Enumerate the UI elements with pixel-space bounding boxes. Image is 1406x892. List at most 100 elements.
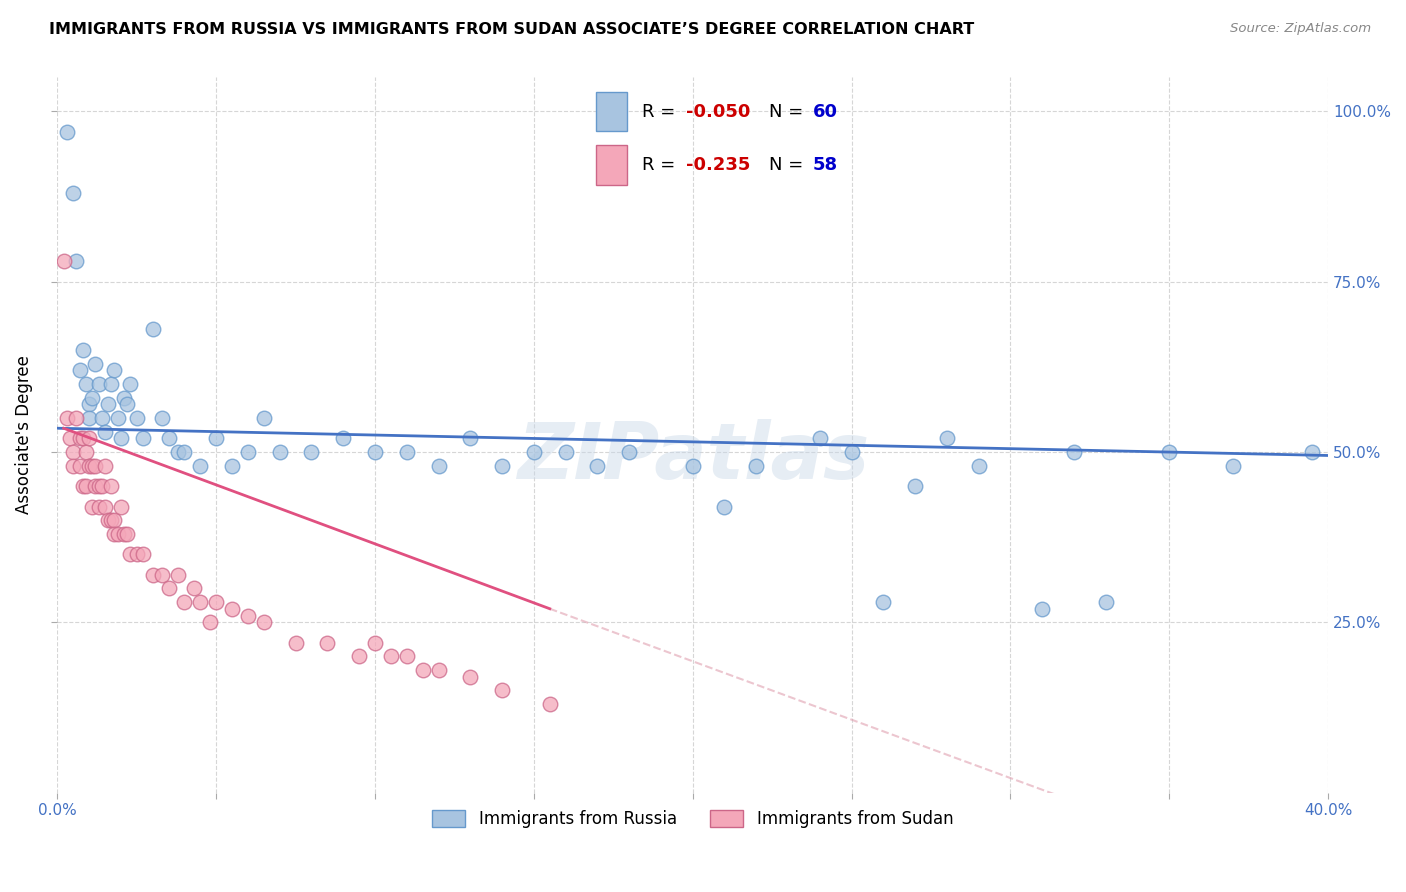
Point: [75, 376, 97, 391]
Point: [94, 425, 117, 439]
Point: [173, 445, 195, 459]
FancyBboxPatch shape: [596, 92, 627, 131]
Point: [77, 411, 100, 425]
Point: [97, 397, 120, 411]
Point: [150, 567, 173, 582]
Point: [115, 397, 138, 411]
Point: [77, 397, 100, 411]
Point: [84, 479, 107, 493]
Point: [1301, 445, 1323, 459]
Point: [103, 513, 125, 527]
Point: [1222, 458, 1244, 473]
Point: [253, 615, 276, 630]
Point: [112, 526, 135, 541]
Point: [59, 432, 82, 446]
Text: N =: N =: [769, 103, 808, 120]
Point: [62, 458, 84, 473]
Text: IMMIGRANTS FROM RUSSIA VS IMMIGRANTS FROM SUDAN ASSOCIATE’S DEGREE CORRELATION C: IMMIGRANTS FROM RUSSIA VS IMMIGRANTS FRO…: [49, 22, 974, 37]
Text: -0.235: -0.235: [686, 156, 749, 174]
Point: [157, 432, 180, 446]
Point: [100, 479, 122, 493]
Point: [188, 595, 211, 609]
Point: [142, 567, 165, 582]
Point: [125, 547, 148, 561]
Point: [904, 479, 927, 493]
Point: [110, 500, 132, 514]
Point: [713, 500, 735, 514]
Point: [364, 445, 387, 459]
Point: [65, 254, 87, 268]
Point: [808, 432, 831, 446]
Point: [120, 547, 142, 561]
Point: [198, 615, 221, 630]
Point: [100, 376, 122, 391]
Point: [332, 432, 354, 446]
Point: [427, 663, 450, 677]
Point: [142, 322, 165, 336]
Point: [221, 601, 243, 615]
Point: [236, 608, 259, 623]
Text: R =: R =: [643, 103, 682, 120]
Point: [72, 343, 94, 357]
Text: R =: R =: [643, 156, 682, 174]
Point: [221, 458, 243, 473]
Point: [115, 526, 138, 541]
Point: [84, 458, 107, 473]
Point: [586, 458, 609, 473]
Text: N =: N =: [769, 156, 808, 174]
Point: [395, 445, 418, 459]
Point: [1031, 601, 1053, 615]
Point: [412, 663, 434, 677]
Point: [75, 479, 97, 493]
Point: [82, 458, 104, 473]
Point: [107, 526, 129, 541]
Point: [173, 595, 195, 609]
Point: [205, 432, 228, 446]
Point: [112, 391, 135, 405]
Point: [253, 411, 276, 425]
FancyBboxPatch shape: [596, 145, 627, 185]
Point: [523, 445, 546, 459]
Point: [745, 458, 768, 473]
Point: [188, 458, 211, 473]
Text: 58: 58: [813, 156, 838, 174]
Point: [56, 411, 79, 425]
Point: [167, 445, 190, 459]
Point: [427, 458, 450, 473]
Point: [236, 445, 259, 459]
Point: [82, 391, 104, 405]
Point: [103, 363, 125, 377]
Point: [1159, 445, 1181, 459]
Point: [87, 500, 110, 514]
Point: [538, 697, 561, 711]
Point: [554, 445, 576, 459]
Text: -0.050: -0.050: [686, 103, 749, 120]
Point: [132, 432, 155, 446]
Point: [460, 432, 482, 446]
Point: [967, 458, 990, 473]
Point: [90, 479, 112, 493]
Point: [72, 432, 94, 446]
Point: [110, 432, 132, 446]
Point: [617, 445, 640, 459]
Point: [157, 582, 180, 596]
Y-axis label: Associate's Degree: Associate's Degree: [15, 356, 32, 515]
Point: [364, 636, 387, 650]
Point: [62, 445, 84, 459]
Point: [94, 458, 117, 473]
Point: [87, 376, 110, 391]
Point: [132, 547, 155, 561]
Point: [395, 649, 418, 664]
Point: [69, 458, 91, 473]
Point: [316, 636, 339, 650]
Point: [120, 376, 142, 391]
Point: [65, 411, 87, 425]
Point: [97, 513, 120, 527]
Point: [491, 458, 513, 473]
Point: [167, 567, 190, 582]
Point: [682, 458, 704, 473]
Point: [90, 411, 112, 425]
Point: [107, 411, 129, 425]
Text: ZIPatlas: ZIPatlas: [516, 418, 869, 494]
Point: [84, 357, 107, 371]
